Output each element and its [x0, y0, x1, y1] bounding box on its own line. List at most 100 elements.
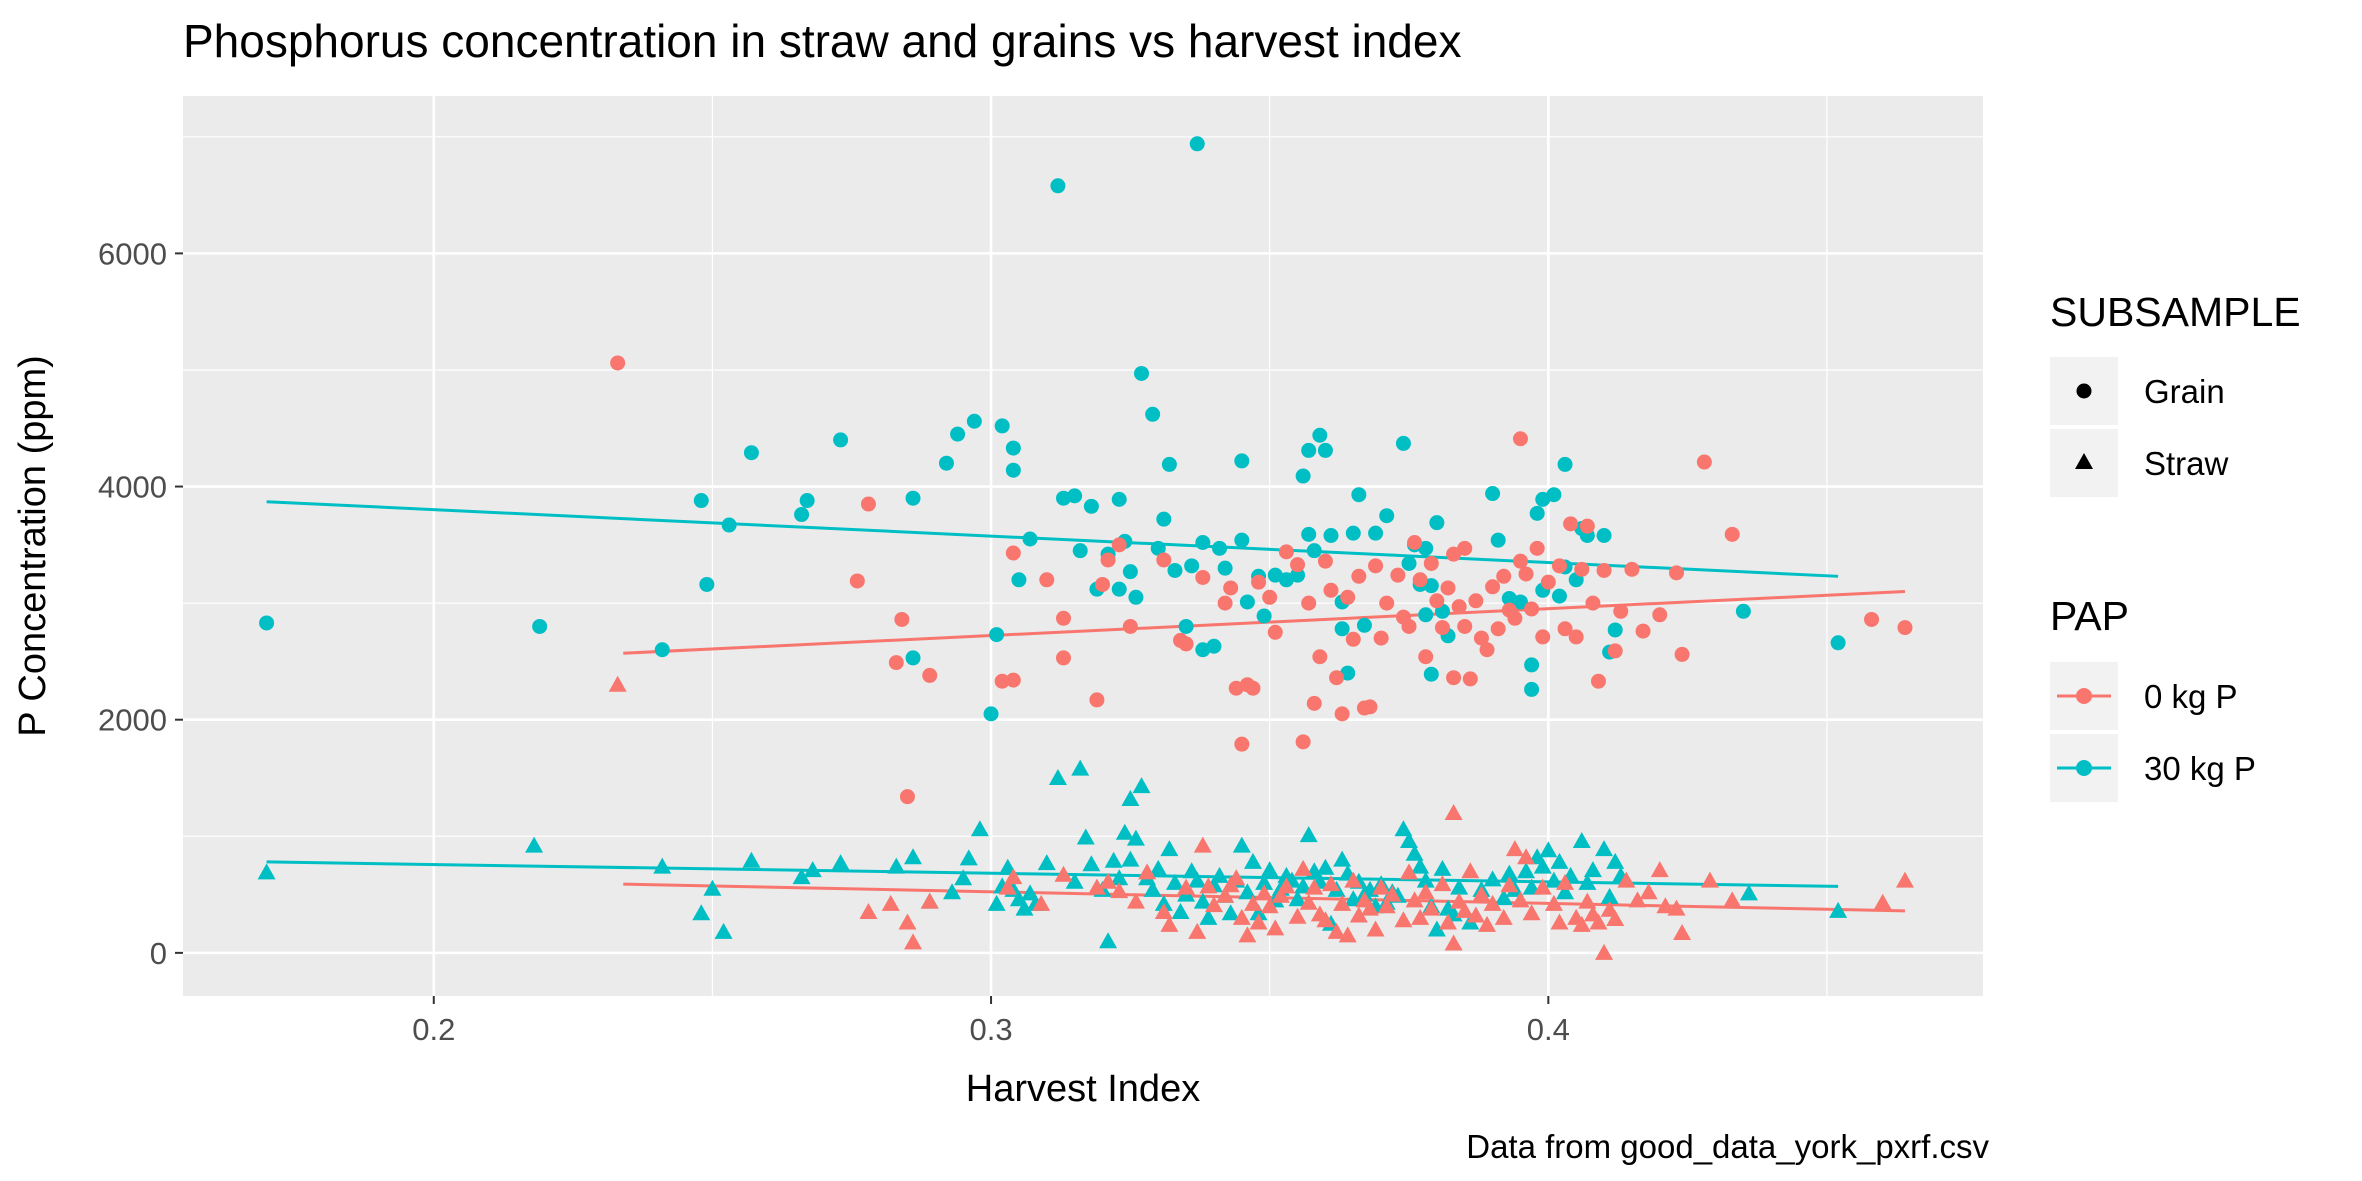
grain-point	[1072, 543, 1088, 559]
grain-point	[989, 627, 1005, 643]
grain-point	[1178, 636, 1194, 652]
legend-key-straw-triangle	[2075, 453, 2093, 469]
straw-point	[1294, 859, 1313, 876]
grain-point	[994, 673, 1010, 689]
grain-point	[1145, 406, 1161, 422]
grain-point	[1111, 537, 1127, 553]
straw-point	[1037, 854, 1056, 871]
straw-point	[1015, 899, 1034, 916]
grain-point	[610, 355, 626, 371]
grain-point	[532, 618, 548, 634]
straw-point	[1177, 878, 1196, 895]
straw-point	[1472, 885, 1491, 902]
straw-point	[1260, 861, 1279, 878]
grain-point	[1496, 568, 1512, 584]
straw-point	[1583, 861, 1602, 878]
straw-point	[1099, 932, 1118, 949]
grain-point	[1234, 736, 1250, 752]
straw-point	[1366, 920, 1385, 937]
straw-point	[1600, 887, 1619, 904]
straw-point	[1517, 848, 1536, 865]
grain-point	[1005, 440, 1021, 456]
major-gridlines	[183, 96, 1983, 996]
chart-caption: Data from good_data_york_pxrf.csv	[1466, 1128, 1989, 1165]
straw-point	[1700, 871, 1719, 888]
grain-point	[994, 418, 1010, 434]
grain-point	[1446, 546, 1462, 562]
grain-point	[1864, 611, 1880, 627]
straw-point	[1829, 901, 1848, 918]
grain-point	[1301, 442, 1317, 458]
straw-point	[1505, 840, 1524, 857]
grain-point	[1512, 553, 1528, 569]
grain-point	[1897, 620, 1913, 636]
straw-point	[859, 903, 878, 920]
grain-point	[1340, 589, 1356, 605]
straw-point	[954, 869, 973, 886]
grain-point	[1490, 621, 1506, 637]
data-points	[257, 136, 1914, 960]
grain-point	[1295, 734, 1311, 750]
axis-ticks: 0.2 0.3 0.4 0 2000 4000 6000	[98, 236, 1570, 1047]
straw-point	[1321, 875, 1340, 892]
straw-point	[898, 913, 917, 930]
straw-point	[1483, 870, 1502, 887]
straw-point	[1400, 831, 1419, 848]
grain-point	[1306, 543, 1322, 559]
straw-point	[1193, 892, 1212, 909]
straw-point	[1232, 836, 1251, 853]
grain-point	[1251, 574, 1267, 590]
straw-point	[1204, 896, 1223, 913]
grain-point	[1184, 558, 1200, 574]
straw-point	[1143, 880, 1162, 897]
grain-point	[1607, 622, 1623, 638]
straw-point	[525, 836, 544, 853]
straw-point	[1216, 886, 1235, 903]
straw-point	[1227, 869, 1246, 886]
grain-point	[1418, 540, 1434, 556]
straw-point	[1110, 869, 1129, 886]
straw-point	[803, 861, 822, 878]
straw-point	[1221, 904, 1240, 921]
grain-point	[1312, 649, 1328, 665]
straw-point	[1210, 866, 1229, 883]
grain-point	[849, 573, 865, 589]
straw-point	[1556, 873, 1575, 890]
straw-point	[1277, 877, 1296, 894]
straw-point	[920, 892, 939, 909]
grain-point	[1267, 624, 1283, 640]
straw-point	[998, 878, 1017, 895]
straw-point	[1405, 844, 1424, 861]
grain-point	[1485, 579, 1501, 595]
straw-point	[1271, 886, 1290, 903]
grain-point	[1401, 555, 1417, 571]
straw-point	[1455, 901, 1474, 918]
straw-point	[1606, 910, 1625, 927]
grain-point	[950, 426, 966, 442]
straw-point	[1405, 891, 1424, 908]
x-axis-label: Harvest Index	[966, 1068, 1200, 1110]
grain-point	[983, 706, 999, 722]
grain-point	[1334, 706, 1350, 722]
straw-point	[1132, 777, 1151, 794]
straw-point	[1589, 913, 1608, 930]
grain-point	[1557, 456, 1573, 472]
grain-point	[1607, 643, 1623, 659]
grain-point	[1535, 629, 1551, 645]
straw-point	[1595, 943, 1614, 960]
straw-point	[1500, 864, 1519, 881]
straw-point	[1422, 899, 1441, 916]
grain-point	[1479, 642, 1495, 658]
straw-point	[1439, 913, 1458, 930]
grain-point	[1551, 558, 1567, 574]
grain-point	[1083, 498, 1099, 514]
straw-point	[1165, 873, 1184, 890]
grain-point	[1485, 486, 1501, 502]
straw-point	[1199, 908, 1218, 925]
straw-point	[904, 933, 923, 950]
grain-point	[721, 517, 737, 533]
grain-point	[1368, 525, 1384, 541]
straw-point	[1550, 913, 1569, 930]
grain-point	[1379, 508, 1395, 524]
straw-point	[1260, 897, 1279, 914]
